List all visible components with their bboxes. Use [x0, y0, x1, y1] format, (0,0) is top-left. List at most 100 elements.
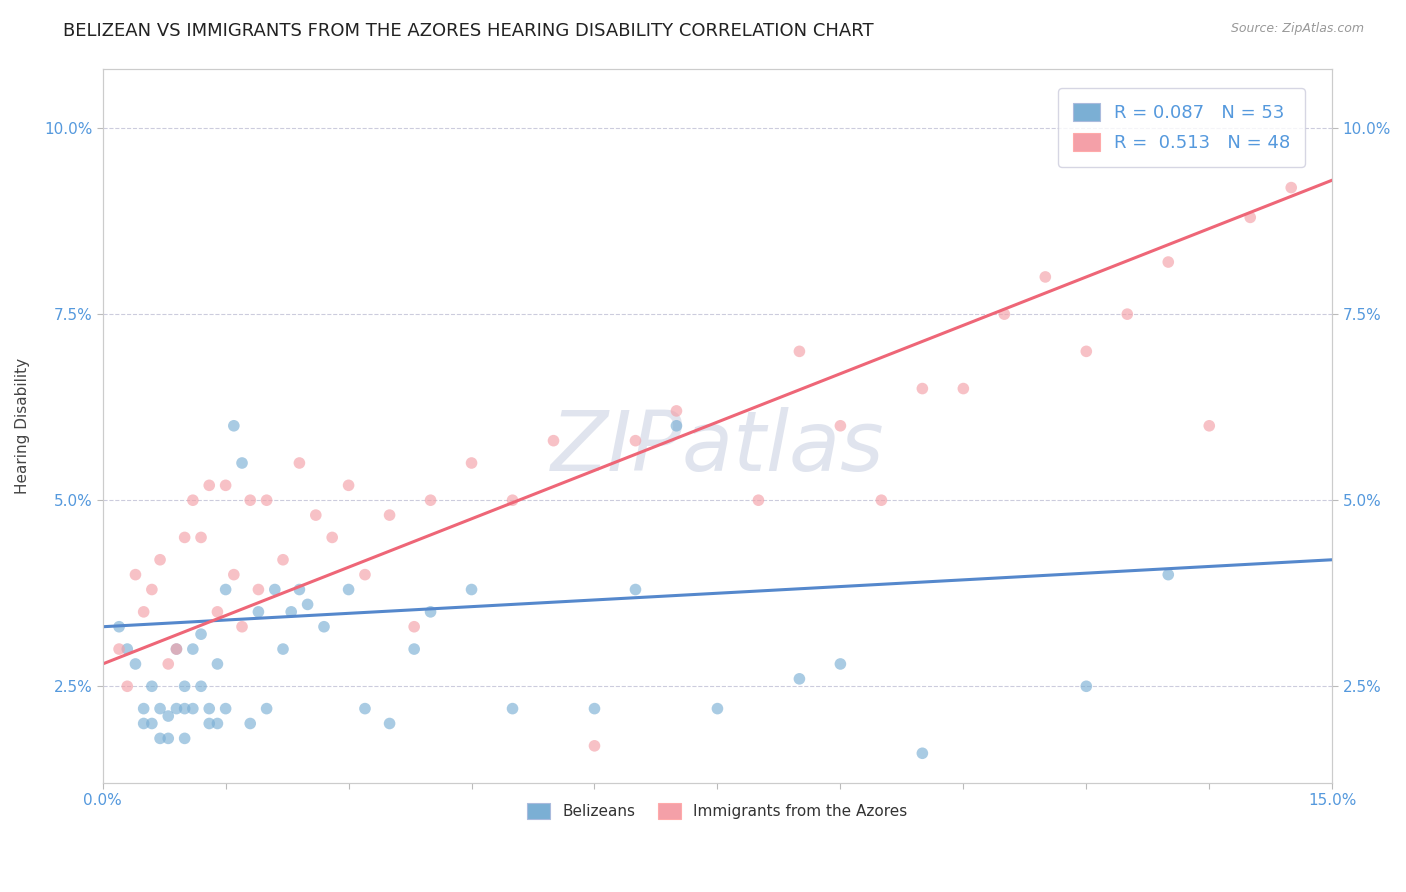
Point [132, 605, 155, 619]
Point [1076, 344, 1098, 359]
Point [1076, 679, 1098, 693]
Point [1157, 255, 1180, 269]
Point [624, 434, 647, 448]
Point [271, 642, 294, 657]
Point [305, 508, 328, 522]
Point [993, 307, 1015, 321]
Point [378, 716, 401, 731]
Point [214, 701, 236, 715]
Point [502, 701, 524, 715]
Point [157, 709, 180, 723]
Point [665, 404, 688, 418]
Point [149, 731, 172, 746]
Point [263, 582, 285, 597]
Point [108, 642, 131, 657]
Point [198, 716, 221, 731]
Point [239, 716, 262, 731]
Point [222, 567, 245, 582]
Point [337, 478, 360, 492]
Point [207, 716, 229, 731]
Point [830, 657, 852, 671]
Y-axis label: Hearing Disability: Hearing Disability [15, 358, 30, 494]
Point [207, 605, 229, 619]
Point [222, 418, 245, 433]
Point [149, 701, 172, 715]
Point [132, 701, 155, 715]
Point [789, 344, 811, 359]
Point [419, 493, 441, 508]
Point [124, 567, 146, 582]
Point [404, 642, 426, 657]
Point [117, 642, 139, 657]
Point [190, 679, 212, 693]
Point [1239, 211, 1261, 225]
Point [141, 582, 163, 597]
Point [198, 701, 221, 715]
Point [297, 598, 319, 612]
Point [911, 746, 934, 760]
Point [1033, 269, 1056, 284]
Point [706, 701, 728, 715]
Point [624, 582, 647, 597]
Point [419, 605, 441, 619]
Point [247, 582, 270, 597]
Point [271, 553, 294, 567]
Point [149, 553, 172, 567]
Point [354, 567, 377, 582]
Point [117, 679, 139, 693]
Point [502, 493, 524, 508]
Point [583, 701, 606, 715]
Point [190, 627, 212, 641]
Point [231, 456, 253, 470]
Point [165, 701, 187, 715]
Point [280, 605, 302, 619]
Point [173, 701, 195, 715]
Legend: Belizeans, Immigrants from the Azores: Belizeans, Immigrants from the Azores [522, 797, 914, 825]
Text: ZIPatlas: ZIPatlas [551, 407, 884, 488]
Point [181, 701, 204, 715]
Text: Source: ZipAtlas.com: Source: ZipAtlas.com [1230, 22, 1364, 36]
Point [789, 672, 811, 686]
Point [231, 620, 253, 634]
Point [157, 731, 180, 746]
Point [256, 701, 278, 715]
Point [1157, 567, 1180, 582]
Point [108, 620, 131, 634]
Point [460, 456, 482, 470]
Point [288, 456, 311, 470]
Point [165, 642, 187, 657]
Point [207, 657, 229, 671]
Point [181, 493, 204, 508]
Point [190, 530, 212, 544]
Point [337, 582, 360, 597]
Point [321, 530, 343, 544]
Point [239, 493, 262, 508]
Point [132, 716, 155, 731]
Point [173, 530, 195, 544]
Point [214, 478, 236, 492]
Point [247, 605, 270, 619]
Text: BELIZEAN VS IMMIGRANTS FROM THE AZORES HEARING DISABILITY CORRELATION CHART: BELIZEAN VS IMMIGRANTS FROM THE AZORES H… [63, 22, 875, 40]
Point [378, 508, 401, 522]
Point [165, 642, 187, 657]
Point [256, 493, 278, 508]
Point [830, 418, 852, 433]
Point [198, 478, 221, 492]
Point [173, 679, 195, 693]
Point [583, 739, 606, 753]
Point [747, 493, 769, 508]
Point [157, 657, 180, 671]
Point [124, 657, 146, 671]
Point [181, 642, 204, 657]
Point [911, 382, 934, 396]
Point [1198, 418, 1220, 433]
Point [141, 716, 163, 731]
Point [665, 418, 688, 433]
Point [214, 582, 236, 597]
Point [460, 582, 482, 597]
Point [952, 382, 974, 396]
Point [354, 701, 377, 715]
Point [312, 620, 335, 634]
Point [404, 620, 426, 634]
Point [543, 434, 565, 448]
